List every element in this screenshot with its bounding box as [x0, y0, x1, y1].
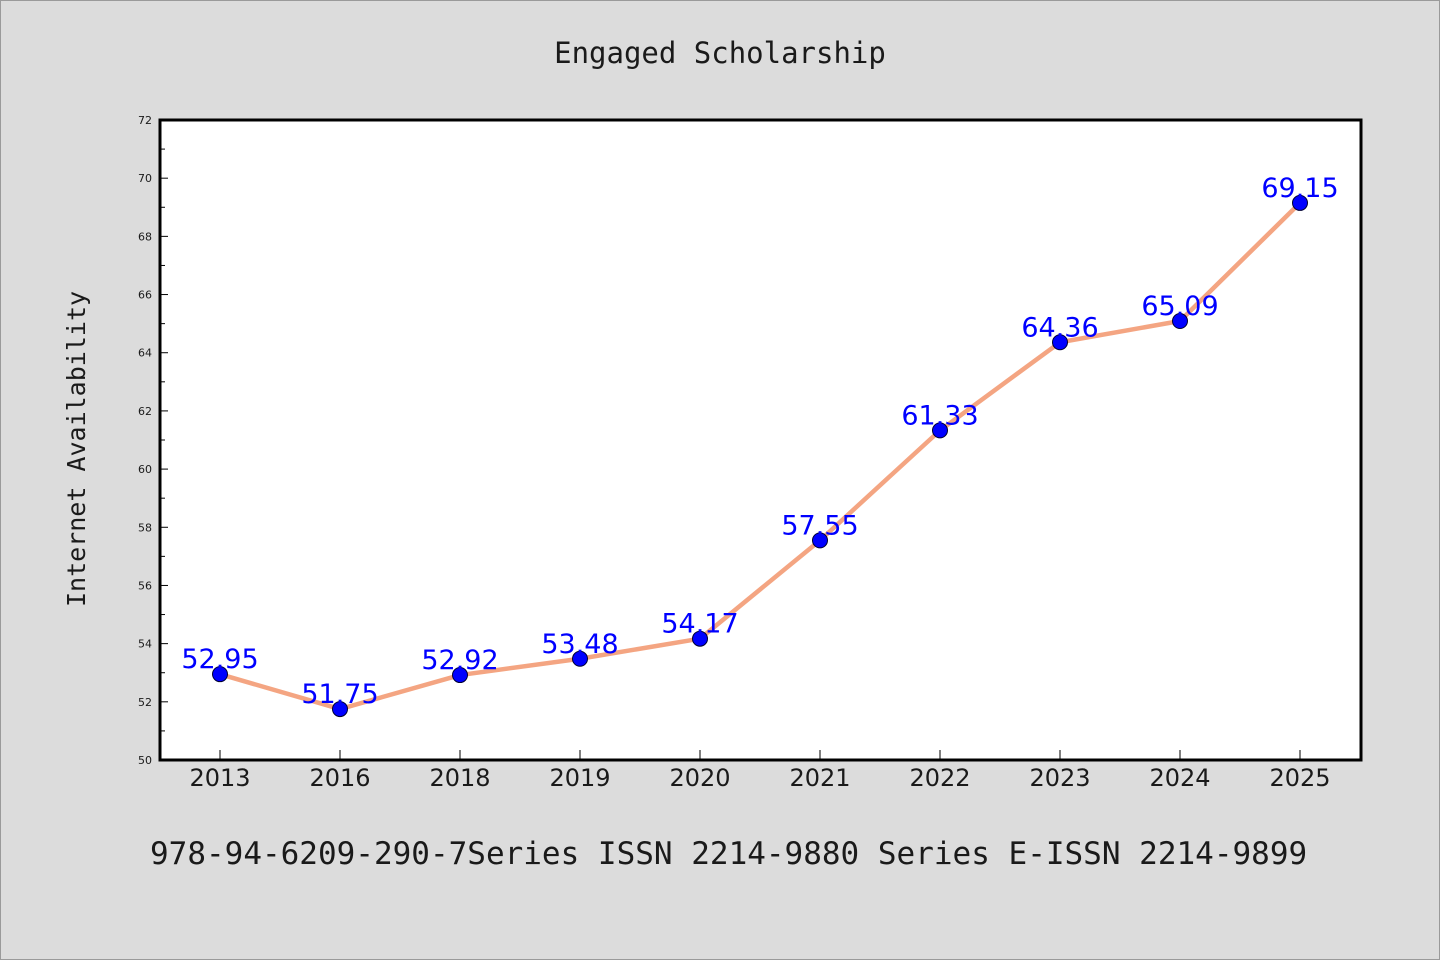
data-point-marker: [212, 666, 228, 683]
x-tick-label: 2023: [1029, 764, 1090, 792]
x-tick-label: 2019: [549, 764, 610, 792]
y-tick-label: 56: [138, 579, 152, 592]
y-tick-label: 64: [138, 347, 152, 360]
data-points: [212, 194, 1308, 718]
data-point-marker: [812, 532, 828, 549]
x-tick-label: 2016: [309, 764, 370, 792]
data-point-marker: [692, 630, 708, 647]
data-label: 64.36: [1021, 312, 1098, 343]
plot-frame: [158, 118, 1363, 762]
x-tick-label: 2018: [429, 764, 490, 792]
data-point-marker: [1052, 334, 1068, 351]
data-point-marker: [1292, 194, 1308, 211]
data-point-marker: [452, 667, 468, 684]
plot-area: [160, 120, 1361, 760]
data-point-marker: [332, 701, 348, 718]
x-tick-label: 2021: [789, 764, 850, 792]
y-tick-label: 72: [138, 114, 152, 127]
chart-title: Engaged Scholarship: [554, 36, 886, 70]
data-label: 69.15: [1261, 173, 1338, 204]
y-tick-label: 62: [138, 405, 152, 418]
x-tick-label: 2022: [909, 764, 970, 792]
data-point-marker: [1172, 313, 1188, 330]
data-label: 53.48: [541, 629, 618, 660]
y-tick-label: 66: [138, 289, 152, 302]
data-label: 51.75: [301, 679, 378, 710]
y-tick-label: 60: [138, 463, 152, 476]
data-label: 54.17: [661, 609, 738, 640]
data-point-marker: [932, 422, 948, 439]
y-axis-label: Internet Availability: [62, 291, 91, 607]
y-tick-label: 50: [138, 754, 152, 767]
footer-isbn-issn: 978-94-6209-290-7Series ISSN 2214-9880 S…: [150, 836, 1307, 872]
x-tick-label: 2025: [1269, 764, 1330, 792]
y-tick-label: 68: [138, 230, 152, 243]
y-tick-label: 54: [138, 638, 152, 651]
y-tick-label: 52: [138, 696, 152, 709]
y-tick-label: 70: [138, 172, 152, 185]
series-line-group: [217, 200, 1303, 712]
data-label: 52.92: [421, 645, 498, 676]
data-label: 57.55: [781, 510, 858, 541]
x-tick-label: 2013: [189, 764, 250, 792]
data-label: 65.09: [1141, 291, 1218, 322]
data-labels: 52.95 51.75 52.92 53.48 54.17 57.55 61.33 64.36…: [181, 173, 1338, 710]
y-tick-label: 58: [138, 521, 152, 534]
x-axis: 2013 2016 2018 2019 2020 2021 2022 2023 2024 2025: [189, 750, 1331, 792]
series-line: [217, 200, 1303, 712]
data-label: 61.33: [901, 400, 978, 431]
data-point-marker: [572, 650, 588, 667]
data-label: 52.95: [181, 644, 258, 675]
x-tick-label: 2024: [1149, 764, 1210, 792]
x-tick-label: 2020: [669, 764, 730, 792]
